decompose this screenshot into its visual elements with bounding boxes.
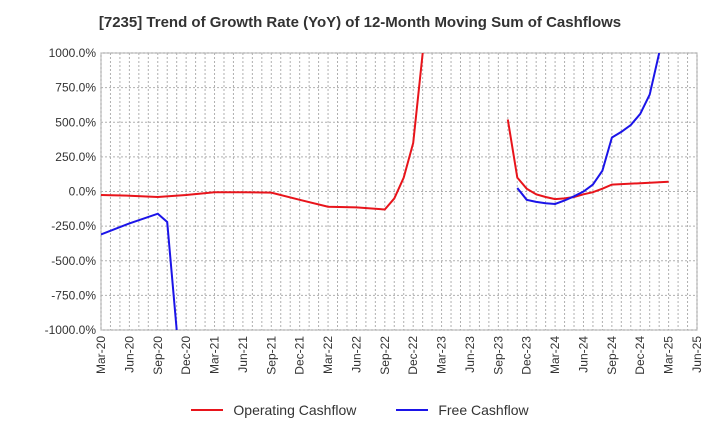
x-tick-label: Sep-22: [378, 336, 392, 375]
y-tick-label: 500.0%: [55, 115, 96, 129]
x-tick-label: Mar-23: [435, 336, 449, 374]
x-tick-label: Mar-25: [662, 336, 676, 374]
legend-swatch-free: [396, 409, 429, 411]
legend-label-free: Free Cashflow: [438, 402, 529, 418]
legend-swatch-operating: [191, 409, 224, 411]
x-tick-label: Dec-21: [293, 336, 307, 375]
x-tick-label: Sep-24: [605, 336, 619, 375]
legend-item-operating: Operating Cashflow: [191, 402, 356, 418]
legend: Operating Cashflow Free Cashflow: [0, 402, 720, 418]
legend-item-free: Free Cashflow: [396, 402, 529, 418]
y-tick-label: 750.0%: [55, 81, 96, 95]
x-tick-label: Mar-20: [94, 336, 108, 374]
y-tick-label: -750.0%: [51, 288, 96, 302]
y-tick-label: 250.0%: [55, 150, 96, 164]
x-tick-label: Sep-23: [491, 336, 505, 375]
series-line-free-cashflow: [101, 212, 178, 330]
chart-title: [7235] Trend of Growth Rate (YoY) of 12-…: [98, 14, 622, 31]
series-line-free-cashflow: [516, 53, 661, 206]
x-tick-label: Jun-24: [576, 336, 590, 373]
y-tick-label: 1000.0%: [49, 46, 97, 60]
axes: 1000.0% 750.0% 500.0% 250.0% 0.0% -250.0% -500…: [45, 46, 704, 375]
x-tick-label: Sep-21: [264, 336, 278, 375]
y-tick-label: -250.0%: [51, 219, 96, 233]
series-line-operating-cashflow: [101, 53, 424, 211]
x-tick-label: Jun-23: [463, 336, 477, 373]
x-tick-label: Jun-22: [349, 336, 363, 373]
x-tick-label: Dec-24: [633, 336, 647, 375]
x-tick-label: Mar-22: [321, 336, 335, 374]
x-tick-label: Dec-23: [520, 336, 534, 375]
x-tick-label: Jun-21: [236, 336, 250, 373]
x-tick-label: Mar-24: [548, 336, 562, 374]
y-tick-label: -1000.0%: [45, 323, 97, 337]
x-tick-label: Mar-21: [208, 336, 222, 374]
y-tick-label: -500.0%: [51, 254, 96, 268]
x-tick-label: Jun-25: [690, 336, 704, 373]
legend-label-operating: Operating Cashflow: [233, 402, 357, 418]
grid-lines: [100, 52, 698, 331]
x-tick-label: Sep-20: [151, 336, 165, 375]
x-tick-label: Dec-22: [406, 336, 420, 375]
x-tick-label: Dec-20: [179, 336, 193, 375]
series-lines: [101, 53, 669, 330]
y-tick-label: 0.0%: [69, 185, 97, 199]
x-tick-label: Jun-20: [122, 336, 136, 373]
